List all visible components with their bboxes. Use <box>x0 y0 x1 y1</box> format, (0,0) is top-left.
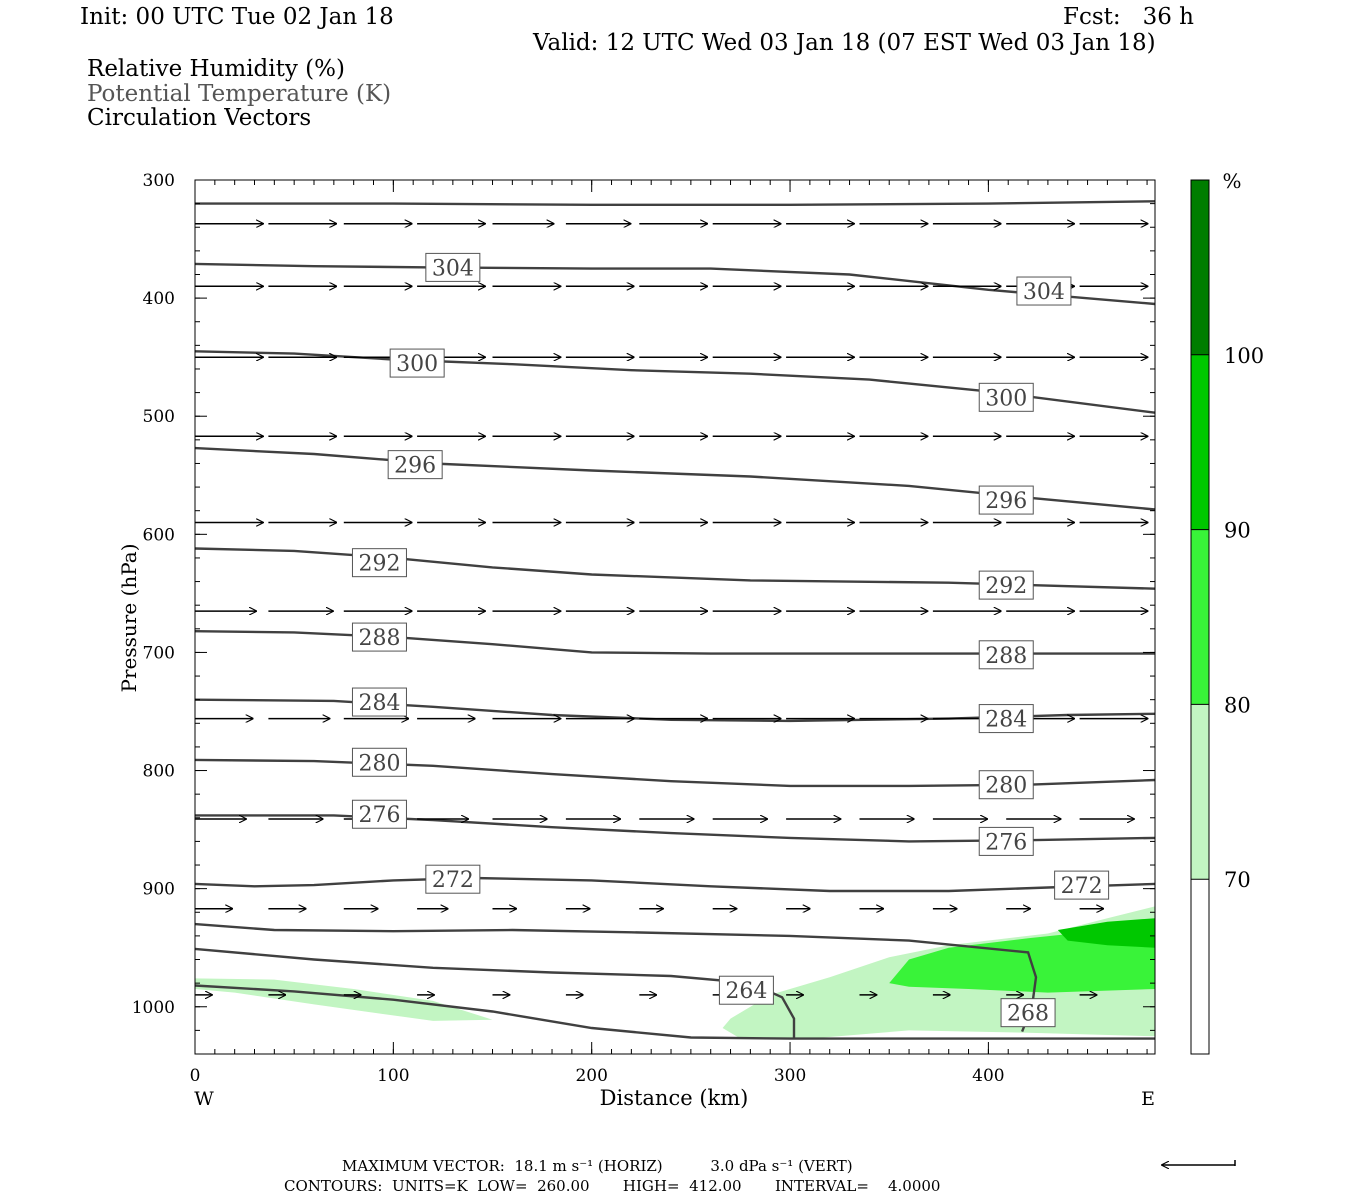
theta-contour-label-box <box>351 548 407 578</box>
x-tick-label: 100 <box>377 1066 409 1086</box>
y-tick-label: 500 <box>143 407 175 427</box>
theta-contour-line-268 <box>194 922 1038 1033</box>
theta-contour-label-box <box>425 252 481 282</box>
theta-contour-line-264 <box>194 947 796 1039</box>
colorbar-segment-90 <box>1191 354 1209 530</box>
plot-frame <box>194 179 1156 1055</box>
y-tick-label: 300 <box>143 171 175 191</box>
theta-contour-label-box <box>978 382 1034 412</box>
theta-contour-layer <box>194 200 1156 1040</box>
rh-region-90-3 <box>1057 918 1155 948</box>
colorbar-level-label: 70 <box>1224 868 1251 892</box>
theta-contour-label-box <box>718 975 774 1005</box>
y-tick-label: 1000 <box>132 998 175 1018</box>
theta-contour-label: 304 <box>1023 280 1065 305</box>
theta-contour-label-box <box>978 640 1034 670</box>
theta-contour-label: 292 <box>358 552 400 577</box>
theta-contour-line-308 <box>195 200 1156 206</box>
theta-contour-label: 300 <box>396 352 438 377</box>
theta-contour-label: 276 <box>358 803 400 828</box>
theta-contour-line-288 <box>194 630 1155 655</box>
x-axis-title: Distance (km) <box>600 1086 749 1110</box>
colorbar-level-label: 90 <box>1224 519 1251 543</box>
theta-contour-label-box <box>351 622 407 652</box>
colorbar-segment-70 <box>1191 704 1209 880</box>
x-tick-label: 200 <box>575 1066 607 1086</box>
field-label-theta: Potential Temperature (K) <box>87 81 392 107</box>
theta-contour-label-box <box>978 485 1034 515</box>
theta-contour-line-304 <box>194 262 1156 306</box>
field-label-vectors: Circulation Vectors <box>87 105 312 131</box>
x-tick-label: 300 <box>774 1066 806 1086</box>
colorbar-unit-label: % <box>1222 169 1241 193</box>
theta-contour-label: 296 <box>985 489 1027 514</box>
theta-contour-label: 288 <box>358 626 400 651</box>
theta-contour-label: 292 <box>985 574 1027 599</box>
theta-contour-label-box <box>978 770 1034 800</box>
theta-contour-label-box <box>351 747 407 777</box>
theta-contour-label: 268 <box>1007 1002 1049 1027</box>
init-time-label: Init: 00 UTC Tue 02 Jan 18 <box>80 4 394 30</box>
theta-contour-line-300 <box>194 350 1156 414</box>
x-tick-label: 400 <box>972 1066 1004 1086</box>
theta-contour-label: 280 <box>985 774 1027 799</box>
y-tick-label: 600 <box>143 525 175 545</box>
y-tick-label: 400 <box>143 289 175 309</box>
contour-label-layer: 304 304 300 300 296 296 292 292 288 288 284 284 280 2… <box>351 252 1110 1028</box>
theta-contour-label-box <box>389 348 445 378</box>
y-tick-label: 800 <box>143 762 175 782</box>
theta-contour-label: 300 <box>985 386 1027 411</box>
forecast-hour-label: Fcst: 36 h <box>1063 4 1194 30</box>
theta-contour-label-box <box>978 826 1034 856</box>
theta-contour-label-box <box>387 450 443 480</box>
axis-layer: 300 400 500 600 700 800 900 1000 0 100 200 300 400 <box>132 171 1155 1086</box>
colorbar-segment-below <box>1191 879 1209 1054</box>
y-tick-label: 700 <box>143 643 175 663</box>
theta-contour-line-272 <box>194 876 1156 893</box>
theta-contour-label-box <box>978 704 1034 734</box>
theta-contour-label: 276 <box>985 830 1027 855</box>
colorbar-level-label: 100 <box>1224 344 1264 368</box>
max-vector-label: MAXIMUM VECTOR: 18.1 m s⁻¹ (HORIZ) 3.0 d… <box>342 1157 853 1175</box>
theta-contour-label: 272 <box>432 868 474 893</box>
circulation-vector-layer <box>195 224 1148 995</box>
colorbar-segment-100 <box>1191 180 1209 355</box>
contours-info-label: CONTOURS: UNITS=K LOW= 260.00 HIGH= 412.… <box>284 1177 941 1195</box>
theta-contour-label-box <box>1000 998 1056 1028</box>
theta-contour-label: 284 <box>985 708 1027 733</box>
theta-contour-line-292 <box>194 547 1156 590</box>
colorbar-segment-80 <box>1191 529 1209 705</box>
theta-contour-label-box <box>1054 870 1110 900</box>
theta-contour-label-box <box>978 570 1034 600</box>
theta-contour-label: 296 <box>394 454 436 479</box>
theta-contour-label: 280 <box>358 751 400 776</box>
theta-contour-line-bottom <box>194 984 1155 1040</box>
rh-region-70-1 <box>195 978 493 1021</box>
theta-contour-label-box <box>351 687 407 717</box>
y-tick-label: 900 <box>143 880 175 900</box>
colorbar-frame <box>1190 179 1210 1055</box>
theta-contour-label: 304 <box>432 256 474 281</box>
field-label-rh: Relative Humidity (%) <box>87 56 345 82</box>
colorbar: 70 80 90 100 <box>1190 179 1264 1055</box>
theta-contour-label: 264 <box>725 979 767 1004</box>
theta-contour-label-box <box>351 799 407 829</box>
x-axis-end-label-west: W <box>194 1088 214 1110</box>
valid-time-label: Valid: 12 UTC Wed 03 Jan 18 (07 EST Wed … <box>533 30 1156 56</box>
theta-contour-label-box <box>1016 276 1072 306</box>
colorbar-level-label: 80 <box>1224 693 1251 717</box>
theta-contour-label: 272 <box>1061 874 1103 899</box>
reference-vector-arrow <box>1162 1160 1236 1166</box>
x-axis-end-label-east: E <box>1141 1088 1155 1110</box>
theta-contour-label-box <box>425 864 481 894</box>
y-axis-title: Pressure (hPa) <box>117 544 141 693</box>
theta-contour-label: 284 <box>358 691 400 716</box>
x-tick-label: 0 <box>190 1066 201 1086</box>
theta-contour-label: 288 <box>985 644 1027 669</box>
